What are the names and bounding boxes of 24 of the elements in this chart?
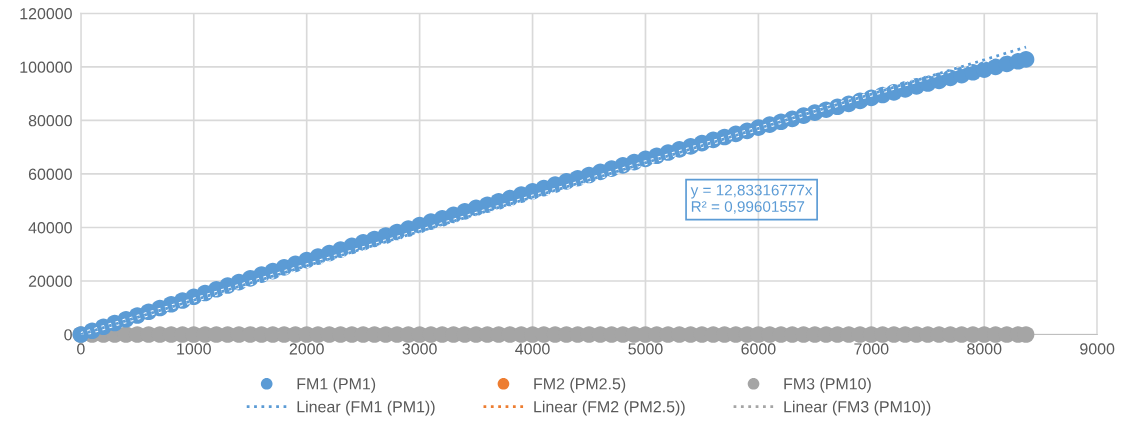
legend-label: FM3 (PM10) (784, 377, 871, 393)
y-tick-label: 120000 (20, 8, 72, 20)
annotation: y = 12,83316777x R² = 0,99601557 (690, 184, 813, 214)
x-tick-label: 9000 (1080, 343, 1115, 355)
x-tick-label: 6000 (741, 343, 776, 355)
x-tick-label: 3000 (402, 343, 437, 355)
legend-label: FM1 (PM1) (297, 377, 376, 393)
legend-label: FM2 (PM2.5) (534, 377, 626, 393)
x-tick-label: 8000 (967, 343, 1002, 355)
y-tick-label: 60000 (28, 168, 72, 180)
y-tick-label: 40000 (28, 222, 72, 234)
x-tick-label: 5000 (628, 343, 663, 355)
y-tick-label: 0 (64, 329, 72, 341)
y-tick-label: 80000 (28, 115, 72, 127)
x-tick-label: 2000 (289, 343, 324, 355)
x-tick-label: 0 (77, 343, 85, 355)
legend-label: Linear (FM3 (PM10)) (784, 400, 931, 416)
x-tick-label: 4000 (515, 343, 550, 355)
x-tick-label: 7000 (854, 343, 889, 355)
legend-label: Linear (FM2 (PM2.5)) (534, 400, 685, 416)
x-tick-label: 1000 (177, 343, 211, 355)
y-tick-label: 20000 (28, 275, 72, 287)
legend-label: Linear (FM1 (PM1)) (297, 400, 435, 416)
y-tick-label: 100000 (20, 61, 72, 73)
